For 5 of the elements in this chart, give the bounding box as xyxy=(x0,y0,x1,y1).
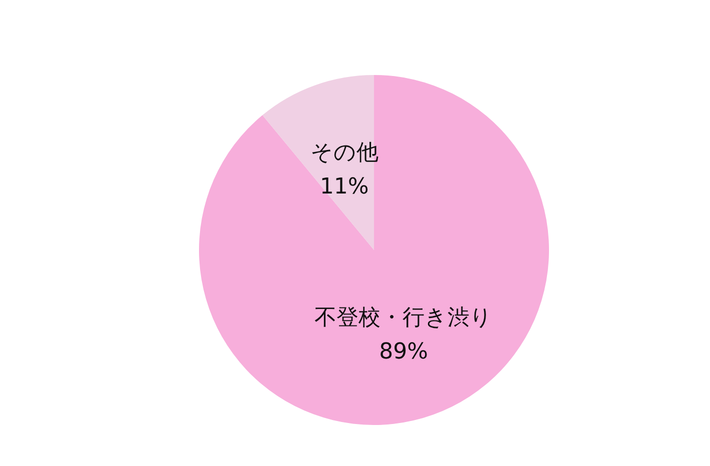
pie-slice xyxy=(199,75,549,425)
slice-label: その他 xyxy=(310,140,378,166)
slice-label: 不登校・行き渋り xyxy=(314,305,493,330)
data-label: 89% xyxy=(379,339,428,364)
data-label: 11% xyxy=(320,174,369,200)
